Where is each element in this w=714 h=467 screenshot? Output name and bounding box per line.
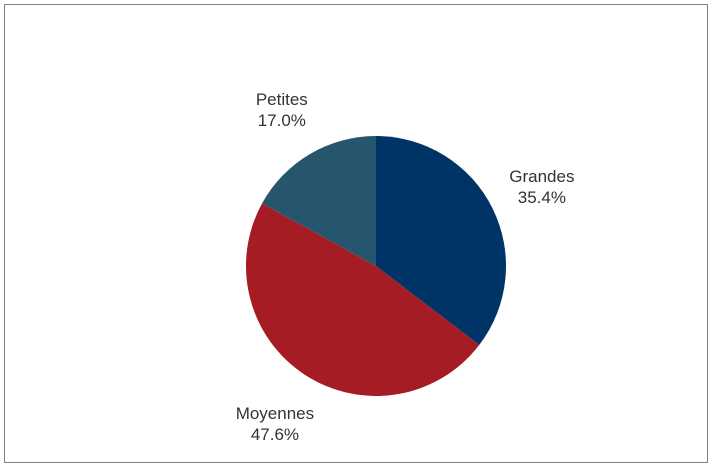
pie-slice-moyennes xyxy=(245,203,480,397)
slice-value-petites: 17.0% xyxy=(258,111,306,130)
pie-slice-grandes xyxy=(376,136,507,346)
slice-value-grandes: 35.4% xyxy=(518,188,566,207)
slice-value-moyennes: 47.6% xyxy=(251,425,299,444)
pie-slice-petites xyxy=(262,136,376,266)
slice-label-moyennes: Moyennes xyxy=(236,404,314,423)
slice-label-petites: Petites xyxy=(256,90,308,109)
slice-label-grandes: Grandes xyxy=(509,167,574,186)
